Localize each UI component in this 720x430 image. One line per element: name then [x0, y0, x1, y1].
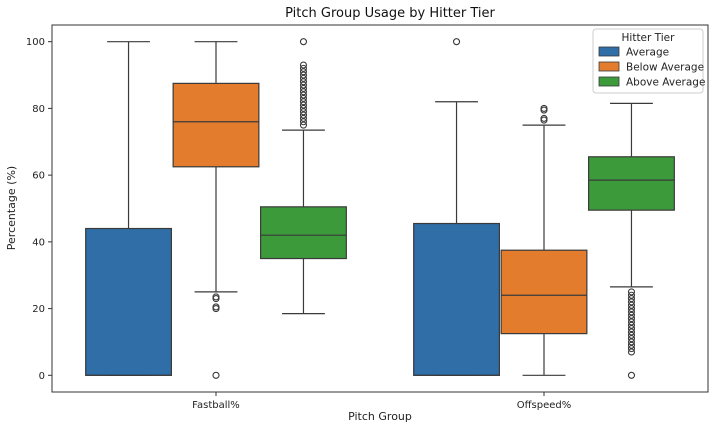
y-tick-label: 80: [32, 104, 45, 115]
outlier-point: [627, 311, 636, 319]
outlier-point: [299, 68, 308, 76]
legend: Hitter Tier Average Below Average Above Ave…: [592, 28, 705, 94]
legend-swatch: [598, 76, 620, 87]
outlier-point: [299, 108, 308, 116]
outlier-point: [627, 318, 636, 326]
outlier-point: [627, 325, 636, 333]
box-average-offspeed: [413, 38, 500, 376]
outlier-point: [299, 91, 308, 99]
outlier-point: [627, 321, 636, 329]
outlier-point: [627, 301, 636, 309]
legend-entry-label: Above Average: [626, 77, 705, 89]
iqr-box: [413, 222, 500, 376]
outlier-point: [299, 38, 308, 46]
outlier-point: [299, 94, 308, 102]
outlier-point: [627, 288, 636, 296]
outlier-point: [627, 331, 636, 339]
outlier-point: [627, 295, 636, 303]
outlier-point: [299, 104, 308, 112]
outlier-point: [540, 114, 548, 122]
box-above-average-fastball: [260, 38, 347, 315]
outlier-point: [299, 74, 308, 82]
outlier-point: [627, 341, 636, 349]
x-tick-label: Offspeed%: [517, 400, 571, 411]
y-tick-label: 60: [32, 171, 45, 182]
outlier-point: [299, 78, 308, 86]
x-axis-label: Pitch Group: [348, 410, 412, 423]
axes: 0 20 40 60 80 100 Fastball% Offspeed%: [26, 24, 709, 411]
iqr-box: [85, 227, 172, 376]
box-above-average-offspeed: [588, 102, 675, 379]
chart-title: Pitch Group Usage by Hitter Tier: [285, 6, 495, 21]
y-tick-label: 20: [32, 304, 45, 315]
outlier-point: [212, 293, 220, 301]
outlier-point: [627, 298, 636, 306]
outlier-point: [627, 371, 636, 379]
y-tick-label: 100: [26, 37, 45, 48]
y-tick-label: 0: [39, 371, 45, 382]
outlier-point: [299, 71, 308, 79]
outlier-point: [299, 101, 308, 109]
outlier-point: [299, 114, 308, 122]
y-tick-label: 40: [32, 237, 45, 248]
outlier-point: [627, 308, 636, 316]
plot-area: [85, 38, 675, 379]
outlier-point: [299, 111, 308, 119]
legend-swatch: [598, 61, 620, 72]
legend-swatch: [598, 46, 620, 57]
legend-entry-label: Average: [626, 47, 669, 59]
legend-box: [592, 28, 704, 94]
iqr-box: [588, 156, 675, 211]
outlier-point: [299, 98, 308, 106]
box-below-average-offspeed: [500, 104, 588, 376]
box-below-average-fastball: [172, 41, 260, 379]
outlier-point: [299, 88, 308, 96]
plot-frame: [51, 24, 709, 393]
outlier-point: [299, 61, 308, 69]
outlier-point: [452, 38, 461, 46]
outlier-point: [299, 121, 308, 129]
outlier-point: [627, 348, 636, 356]
outlier-point: [627, 335, 636, 343]
legend-entry-label: Below Average: [626, 62, 704, 74]
outlier-point: [299, 81, 308, 89]
outlier-point: [299, 64, 308, 72]
outlier-point: [627, 345, 636, 353]
y-axis-label: Percentage (%): [5, 166, 18, 250]
outlier-point: [540, 104, 548, 112]
outlier-point: [627, 328, 636, 336]
iqr-box: [260, 206, 347, 260]
outlier-point: [627, 291, 636, 299]
outlier-point: [627, 315, 636, 323]
iqr-box: [172, 82, 260, 168]
box-average-fastball: [85, 41, 172, 376]
outlier-point: [627, 305, 636, 313]
outlier-point: [212, 371, 220, 379]
outlier-point: [627, 338, 636, 346]
outlier-point: [299, 118, 308, 126]
outlier-point: [212, 303, 220, 311]
outlier-point: [299, 84, 308, 92]
x-tick-label: Fastball%: [192, 400, 240, 411]
legend-title: Hitter Tier: [622, 32, 676, 44]
iqr-box: [500, 249, 588, 335]
